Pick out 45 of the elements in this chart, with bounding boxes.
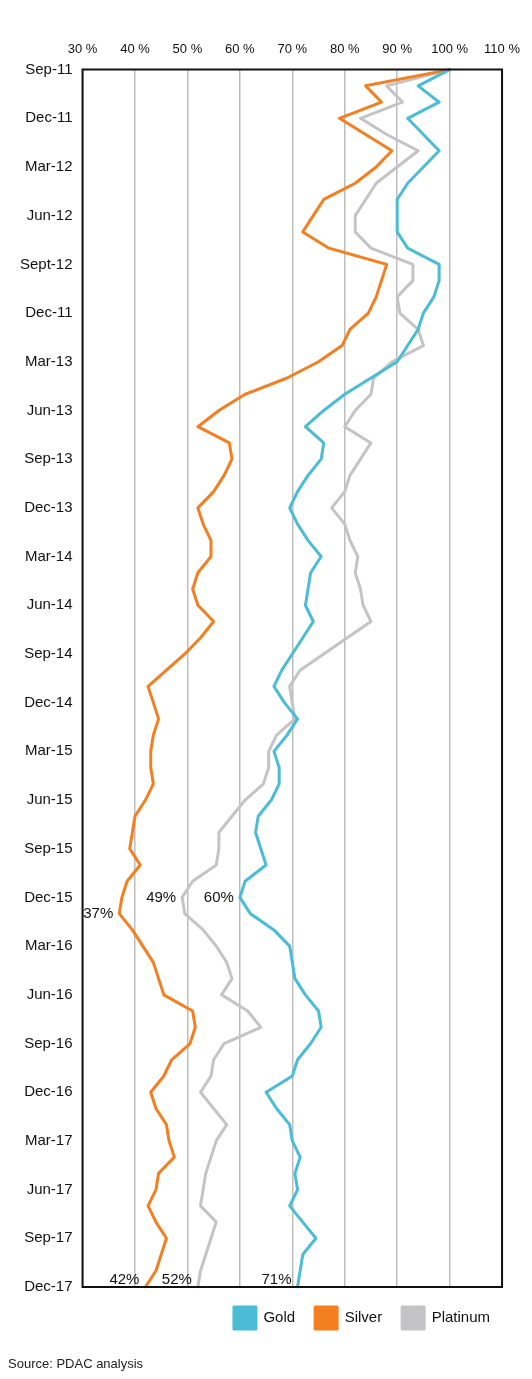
y-tick-label: Mar-14 (25, 546, 73, 564)
x-tick-label: 100 % (431, 41, 469, 57)
y-tick-label: Dec-14 (24, 692, 73, 710)
y-tick-label: Mar-15 (25, 741, 73, 759)
x-tick-label: 70 % (277, 41, 308, 57)
y-tick-label: Dec-11 (25, 108, 73, 126)
data-label: 42% (109, 1269, 140, 1287)
y-tick-label: Mar-17 (25, 1131, 73, 1149)
source-note: Source: PDAC analysis (8, 1356, 144, 1372)
x-tick-label: 90 % (382, 41, 413, 57)
legend-label: Silver (344, 1308, 383, 1326)
legend-label: Gold (263, 1308, 296, 1326)
x-tick-label: 50 % (172, 41, 203, 57)
data-label: 60% (203, 887, 234, 905)
x-tick-label: 40 % (120, 41, 151, 57)
y-tick-label: Dec-13 (24, 498, 73, 515)
y-tick-label: Jun-17 (26, 1179, 73, 1197)
x-tick-label: 110 % (484, 41, 521, 57)
y-tick-label: Jun-14 (26, 595, 73, 613)
y-tick-label: Dec-15 (24, 887, 73, 905)
y-tick-label: Sep-15 (24, 838, 73, 856)
x-tick-label: 30 % (67, 41, 98, 57)
y-tick-label: Mar-13 (25, 351, 73, 369)
data-label: 71% (261, 1269, 292, 1287)
y-tick-label: Dec-16 (24, 1082, 73, 1100)
y-tick-label: Jun-12 (26, 205, 73, 223)
y-tick-label: Dec-11 (25, 303, 73, 321)
legend-label: Platinum (431, 1308, 490, 1326)
y-tick-label: Sep-16 (24, 1033, 73, 1051)
y-tick-label: Mar-12 (25, 157, 73, 175)
y-tick-label: Sep-17 (24, 1228, 73, 1246)
y-tick-label: Dec-17 (24, 1277, 73, 1295)
y-tick-label: Sept-12 (19, 254, 73, 272)
y-tick-label: Sep-13 (24, 449, 73, 467)
x-tick-label: 80 % (329, 41, 360, 57)
y-tick-label: Jun-13 (26, 400, 73, 418)
x-tick-label: 60 % (225, 41, 256, 57)
data-label: 49% (146, 887, 177, 905)
data-label: 37% (83, 903, 114, 921)
data-label: 52% (161, 1269, 192, 1287)
y-tick-label: Jun-16 (26, 984, 73, 1002)
y-tick-label: Jun-15 (26, 790, 73, 808)
y-tick-label: Mar-16 (25, 936, 73, 954)
y-tick-label: Sep-11 (25, 59, 73, 77)
y-tick-label: Sep-14 (24, 644, 73, 662)
